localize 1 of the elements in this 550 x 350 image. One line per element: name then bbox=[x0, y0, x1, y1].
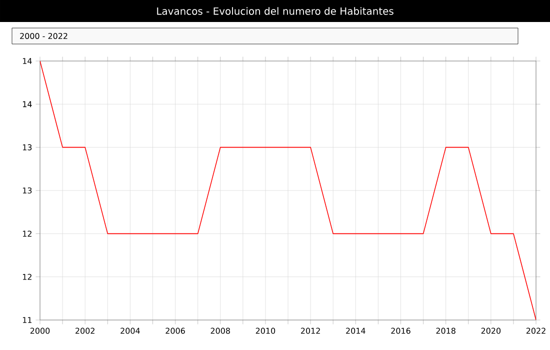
chart-title: Lavancos - Evolucion del numero de Habitantes bbox=[157, 7, 394, 15]
